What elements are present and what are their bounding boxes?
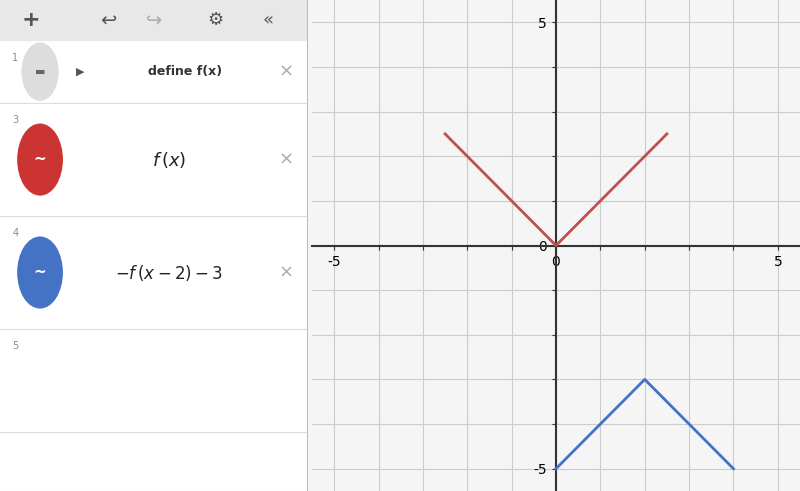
Text: define f(x): define f(x) bbox=[148, 65, 222, 78]
Circle shape bbox=[18, 124, 62, 195]
Text: ↪: ↪ bbox=[146, 11, 162, 29]
Text: 3: 3 bbox=[12, 115, 18, 125]
Text: 4: 4 bbox=[12, 228, 18, 238]
Text: ▶: ▶ bbox=[76, 67, 84, 77]
Circle shape bbox=[22, 43, 58, 100]
Text: ~: ~ bbox=[34, 265, 46, 280]
Text: ×: × bbox=[279, 151, 294, 168]
Text: 5: 5 bbox=[12, 341, 18, 351]
Text: ×: × bbox=[279, 264, 294, 281]
Bar bbox=[0, 40, 308, 103]
Text: 1: 1 bbox=[12, 53, 18, 62]
Text: ▬: ▬ bbox=[34, 67, 46, 77]
Text: ~: ~ bbox=[34, 152, 46, 167]
Bar bbox=[0, 432, 308, 491]
Text: ↩: ↩ bbox=[100, 11, 116, 29]
Bar bbox=[0, 216, 308, 329]
Text: $f\,(x)$: $f\,(x)$ bbox=[152, 150, 186, 169]
Text: $-f\,(x-2)-3$: $-f\,(x-2)-3$ bbox=[115, 263, 223, 282]
Bar bbox=[0, 329, 308, 432]
Text: «: « bbox=[262, 11, 274, 29]
Text: ×: × bbox=[279, 63, 294, 81]
Text: ⚙: ⚙ bbox=[207, 11, 224, 29]
Text: +: + bbox=[22, 10, 40, 30]
Bar bbox=[0, 0, 308, 40]
Circle shape bbox=[18, 237, 62, 308]
Bar bbox=[0, 103, 308, 216]
